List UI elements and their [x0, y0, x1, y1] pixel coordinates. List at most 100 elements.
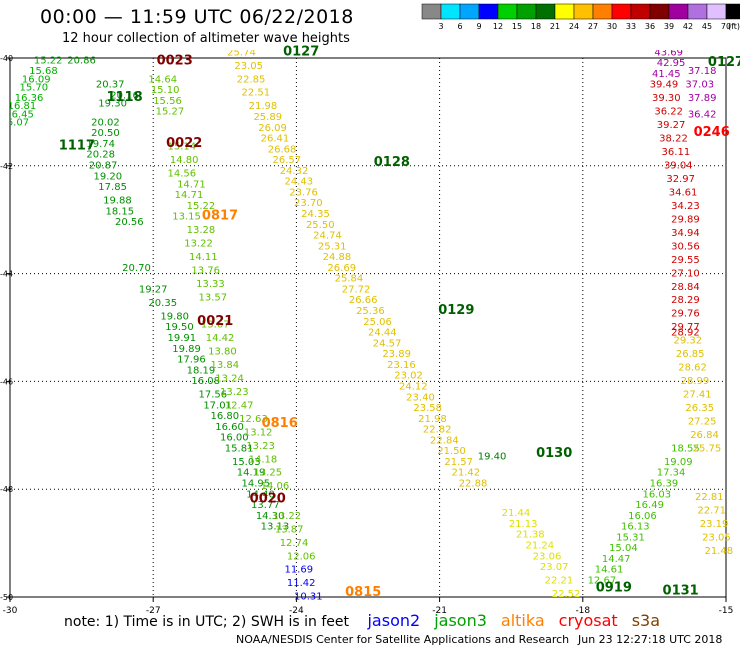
data-point-label: 19.80: [160, 311, 189, 322]
legend-label: 9: [476, 22, 481, 31]
data-point-label: 23.05: [234, 61, 263, 72]
data-point-label: 16.06: [628, 511, 657, 522]
data-point-label: 16.00: [220, 433, 249, 444]
data-point-label: 14.80: [170, 155, 199, 166]
data-point-label: 36.42: [688, 109, 717, 120]
data-point-label: 13.15: [172, 212, 201, 223]
data-point-label: 34.61: [669, 187, 698, 198]
data-point-label: 21.13: [509, 519, 538, 530]
satellite-name-altika: altika: [500, 611, 545, 630]
legend-swatch: [497, 3, 518, 20]
data-point-label: 21.38: [516, 530, 545, 541]
data-point-label: 26.69: [327, 263, 356, 274]
data-point-label: 37.89: [688, 93, 717, 104]
data-point-label: 19.30: [98, 99, 127, 110]
legend-label: 6: [457, 22, 462, 31]
timestamp-text: Jun 23 12:27:18 UTC 2018: [578, 633, 723, 646]
x-tick-label: -15: [719, 606, 734, 616]
time-label: 0127: [708, 55, 740, 70]
legend-label: 33: [626, 22, 636, 31]
data-point-label: 24.88: [323, 252, 352, 263]
data-point-label: 15.14: [168, 142, 197, 153]
data-point-label: 37.03: [685, 80, 714, 91]
legend-swatch: [459, 3, 480, 20]
data-point-label: 15.68: [29, 66, 58, 77]
legend-swatch: [554, 3, 575, 20]
data-point-label: 26.09: [258, 123, 287, 134]
data-point-label: 15.22: [34, 55, 63, 66]
data-point-label: 10.31: [294, 592, 323, 603]
data-point-label: 13.25: [253, 468, 282, 479]
data-point-label: 16.08: [191, 376, 220, 387]
data-point-label: 22.51: [242, 88, 271, 99]
time-label: 0817: [202, 209, 238, 224]
data-point-label: 26.35: [685, 403, 714, 414]
data-point-label: 28.99: [681, 376, 710, 387]
data-point-label: 21.44: [502, 508, 531, 519]
y-tick-label: -46: [0, 377, 13, 386]
data-point-label: 17.01: [203, 400, 232, 411]
data-point-label: 15.70: [20, 82, 49, 93]
data-point-label: 24.57: [373, 338, 402, 349]
data-point-label: 34.94: [671, 228, 700, 239]
chart-subtitle: 12 hour collection of altimeter wave hei…: [62, 31, 350, 46]
data-point-label: 25.74: [227, 47, 256, 58]
data-point-label: 21.50: [437, 446, 466, 457]
legend-label: 39: [664, 22, 674, 31]
data-point-label: 37.18: [688, 66, 717, 77]
data-point-label: 25.50: [306, 220, 335, 231]
data-point-label: 13.12: [244, 427, 273, 438]
data-point-label: 32.97: [666, 174, 695, 185]
legend-label: 24: [569, 22, 579, 31]
data-point-label: 16.45: [5, 109, 34, 120]
time-label: 0021: [197, 314, 233, 329]
data-point-label: 19.91: [168, 333, 197, 344]
data-point-label: 16.09: [22, 74, 51, 85]
legend-label: 15: [512, 22, 522, 31]
data-point-label: 23.06: [533, 551, 562, 562]
note-text: note: 1) Time is in UTC; 2) SWH is in fe…: [64, 614, 350, 630]
legend-swatch: [687, 3, 708, 20]
data-point-label: 20.37: [96, 80, 125, 91]
data-point-label: 14.64: [148, 74, 177, 85]
time-label: 0131: [663, 583, 699, 598]
data-point-label: 13.33: [196, 279, 225, 290]
data-point-label: 26.68: [268, 144, 297, 155]
data-point-label: 25.06: [363, 317, 392, 328]
legend-label: 3: [438, 22, 443, 31]
data-point-label: 15.27: [156, 107, 185, 118]
data-point-label: 19.20: [94, 171, 123, 182]
legend-swatch: [611, 3, 632, 20]
data-point-label: 19.09: [664, 457, 693, 468]
data-point-label: 21.48: [705, 546, 734, 557]
y-tick-label: -48: [0, 485, 13, 494]
legend-note: note: 1) Time is in UTC; 2) SWH is in fe…: [64, 611, 672, 630]
legend-label: 12: [493, 22, 503, 31]
legend-label: 45: [702, 22, 712, 31]
data-point-label: 24.43: [284, 177, 313, 188]
data-point-label: 13.84: [210, 360, 239, 371]
data-point-label: 22.81: [695, 492, 724, 503]
data-point-label: 13.57: [199, 293, 228, 304]
data-point-label: 28.84: [671, 282, 700, 293]
time-label: 0130: [536, 446, 572, 461]
data-point-label: 23.07: [540, 562, 569, 573]
data-point-label: 16.39: [650, 479, 679, 490]
data-point-label: 14.19: [237, 468, 266, 479]
data-point-label: 11.42: [287, 578, 316, 589]
data-point-label: 13.76: [191, 266, 220, 277]
legend-label: 27: [588, 22, 598, 31]
data-point-label: 26.85: [676, 349, 705, 360]
data-point-label: 15.03: [232, 457, 261, 468]
time-label: 0129: [438, 303, 474, 318]
data-point-label: 13.22: [184, 239, 213, 250]
data-point-label: 24.74: [313, 231, 342, 242]
data-point-label: 17.85: [98, 182, 127, 193]
time-label: 0919: [596, 581, 632, 596]
legend-swatch: [706, 3, 727, 20]
data-point-label: 20.28: [86, 150, 115, 161]
data-point-label: 24.35: [301, 209, 330, 220]
time-label: 0023: [157, 53, 193, 68]
legend-swatch: [421, 3, 442, 20]
data-point-label: 14.30: [256, 511, 285, 522]
